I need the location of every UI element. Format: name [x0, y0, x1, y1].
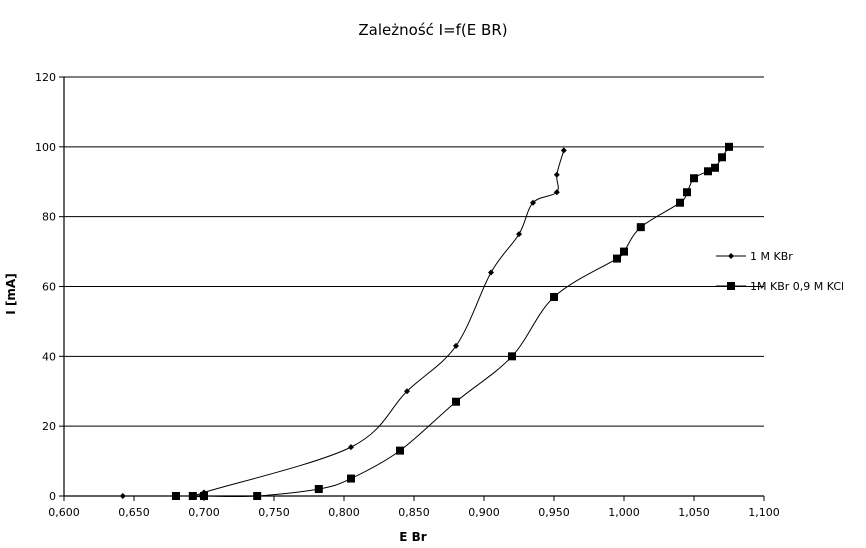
data-point — [452, 397, 460, 406]
legend-marker — [727, 282, 735, 290]
x-tick-label: 1,000 — [608, 506, 640, 519]
legend: 1 M KBr 1M KBr 0,9 M KCl — [716, 250, 844, 293]
legend-label: 1 M KBr — [750, 250, 793, 263]
data-point — [253, 492, 262, 500]
legend-label: 1M KBr 0,9 M KCl — [750, 280, 844, 293]
data-point — [347, 474, 355, 483]
data-point — [690, 174, 698, 183]
legend-entry: 1 M KBr — [716, 250, 793, 263]
x-tick-label: 0,600 — [48, 506, 80, 519]
y-axis-title: I [mA] — [4, 273, 18, 314]
data-point — [676, 198, 684, 207]
data-point — [453, 342, 459, 349]
legend-entry: 1M KBr 0,9 M KCl — [716, 280, 844, 293]
y-axis-ticks: 0 20 40 60 80 100 120 — [35, 71, 64, 503]
x-tick-label: 0,700 — [188, 506, 220, 519]
data-point — [348, 444, 354, 451]
data-point — [718, 153, 726, 162]
series-line — [176, 146, 730, 498]
y-tick-label: 40 — [42, 350, 56, 363]
series-1 — [119, 147, 567, 499]
data-point — [396, 446, 404, 455]
series-layer — [119, 142, 733, 500]
x-axis-title: E Br — [399, 530, 427, 544]
x-axis-ticks: 0,600 0,650 0,700 0,750 0,800 0,850 0,900 0,950… — [48, 496, 780, 519]
data-point — [560, 147, 567, 154]
data-point — [620, 247, 628, 256]
x-tick-label: 0,900 — [468, 506, 500, 519]
y-tick-label: 100 — [35, 141, 56, 154]
data-point — [711, 163, 719, 172]
data-point — [188, 492, 197, 500]
chart-title: Zależność I=f(E BR) — [358, 21, 507, 39]
y-tick-label: 20 — [42, 420, 56, 433]
x-tick-label: 1,100 — [748, 506, 780, 519]
data-point — [404, 388, 410, 395]
data-point — [508, 352, 516, 361]
data-point — [613, 254, 621, 263]
x-tick-label: 0,850 — [398, 506, 430, 519]
data-point — [200, 492, 208, 500]
x-tick-label: 0,800 — [328, 506, 360, 519]
y-tick-label: 80 — [42, 211, 56, 224]
data-point — [314, 485, 323, 494]
data-point — [119, 493, 126, 499]
legend-marker — [728, 253, 734, 259]
data-point — [488, 269, 494, 276]
data-point — [704, 167, 712, 176]
gridlines — [64, 76, 764, 427]
y-tick-label: 0 — [49, 490, 56, 503]
data-point — [683, 188, 691, 197]
data-point — [725, 142, 733, 151]
series-2 — [172, 142, 733, 500]
x-tick-label: 1,050 — [678, 506, 710, 519]
data-point — [553, 189, 560, 196]
data-point — [172, 492, 180, 500]
y-tick-label: 120 — [35, 71, 56, 84]
x-tick-label: 0,750 — [258, 506, 290, 519]
y-tick-label: 60 — [42, 281, 56, 294]
data-point — [553, 171, 560, 178]
series-line — [122, 150, 565, 498]
data-point — [550, 292, 558, 301]
data-point — [636, 223, 645, 232]
data-point — [530, 199, 536, 206]
x-tick-label: 0,950 — [538, 506, 570, 519]
data-point — [516, 231, 522, 238]
x-tick-label: 0,650 — [118, 506, 150, 519]
